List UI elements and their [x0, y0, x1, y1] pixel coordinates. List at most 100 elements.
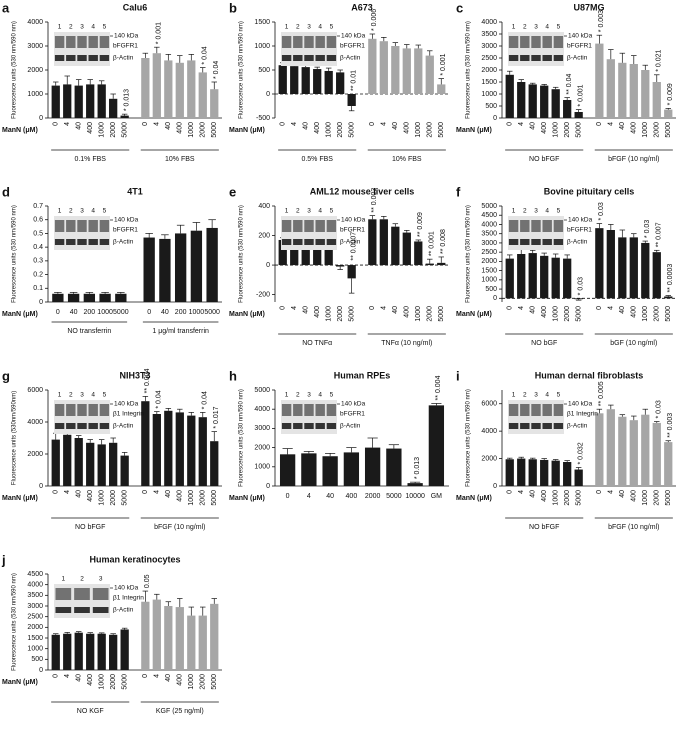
x-tick-label: 5000 [211, 122, 218, 138]
lane-number: 2 [523, 24, 527, 31]
panel-title: Human RPEs [334, 370, 391, 380]
blot-band [508, 239, 519, 245]
x-tick-label: 2000 [110, 674, 117, 690]
blot-band [88, 423, 98, 429]
lane-number: 2 [296, 392, 300, 399]
x-tick-label: 40 [619, 490, 626, 498]
p-value-label: ** 0.004 [144, 368, 151, 393]
group-label: KGF (25 ng/ml) [156, 708, 204, 715]
blot-band [99, 423, 110, 429]
group-label: NO TNFα [302, 340, 332, 347]
x-tick-label: 400 [314, 122, 321, 134]
blot-band [304, 404, 314, 416]
p-value-label: ** 0.04 [566, 73, 573, 94]
x-tick-label: 0 [142, 122, 149, 126]
x-tick-label: 40 [619, 122, 626, 130]
bar [206, 227, 218, 302]
blot-band [88, 404, 98, 416]
y-axis-label: Fluorescence units (530 nm/590 nm) [12, 573, 18, 671]
group-label: NO bFGF [529, 156, 559, 163]
blot-label: β1 Integrin [567, 411, 598, 418]
bar [336, 265, 345, 267]
bar [301, 241, 310, 266]
blot-band [553, 404, 564, 416]
x-axis-label: ManN (μM) [2, 495, 38, 502]
bar [143, 237, 155, 302]
y-tick-label: 0.4 [33, 244, 43, 251]
bar [414, 48, 423, 94]
blot-band [55, 607, 72, 613]
blot-band [304, 423, 314, 429]
panel-title: Human keratinocytes [89, 554, 180, 564]
blot-band [54, 36, 65, 48]
group-label: NO transferrin [67, 328, 111, 335]
lane-number: 1 [62, 576, 66, 583]
x-tick-label: 4 [608, 122, 615, 126]
bar [86, 633, 95, 670]
y-tick-label: 1000 [481, 277, 497, 284]
bar [517, 82, 526, 118]
x-tick-label: 0 [596, 122, 603, 126]
blot-band [293, 239, 303, 245]
bar [618, 416, 627, 486]
x-tick-label: 1000 [99, 674, 106, 690]
marker-label: 140 kDa [114, 33, 139, 40]
blot-label: bFGFR1 [113, 227, 138, 234]
p-value-label: ** 0.009 [417, 212, 424, 237]
lane-number: 5 [103, 24, 107, 31]
blot-band [531, 423, 541, 429]
y-tick-label: 3000 [481, 240, 497, 247]
blot-band [542, 404, 552, 416]
blot-band [553, 36, 564, 48]
bar [74, 438, 83, 486]
y-tick-label: 3000 [254, 425, 270, 432]
x-tick-label: 2000 [200, 122, 207, 138]
p-value-label: ** 0.003 [371, 188, 378, 213]
blot-band [542, 220, 552, 232]
y-tick-label: 1500 [481, 79, 497, 86]
p-value-label: ** 0.0003 [667, 264, 674, 293]
bar [551, 257, 560, 299]
lane-number: 4 [318, 208, 322, 215]
bar [347, 94, 356, 106]
blot-band [304, 55, 314, 61]
x-tick-label: 1000 [553, 490, 560, 506]
blot-band [88, 239, 98, 245]
p-value-label: * 0.03 [656, 400, 663, 418]
p-value-label: ** 0.005 [598, 381, 605, 406]
x-tick-label: 0 [280, 306, 287, 310]
x-tick-label: 40 [161, 309, 169, 316]
lane-number: 5 [330, 392, 334, 399]
blot-band [293, 404, 303, 416]
y-axis-label: Fluorescence units (530 nm/590 nm) [466, 21, 472, 119]
bar [618, 237, 627, 299]
blot-band [54, 220, 65, 232]
blot-band [54, 239, 65, 245]
blot-band [304, 220, 314, 232]
blot-band [99, 36, 110, 48]
panel-letter: f [456, 184, 461, 199]
x-tick-label: 0 [507, 122, 514, 126]
p-value-label: * 0.009 [667, 83, 674, 105]
bar [290, 66, 299, 94]
p-value-label: * 0.04 [202, 46, 209, 64]
blot-band [508, 404, 519, 416]
x-tick-label: 0 [53, 122, 60, 126]
x-tick-label: 0 [142, 490, 149, 494]
lane-number: 2 [296, 208, 300, 215]
bar [528, 84, 537, 118]
blot-band [281, 55, 292, 61]
blot-band [508, 55, 519, 61]
blot-band [99, 55, 110, 61]
y-axis-label: Fluorescence units (530nm/590nm) [12, 391, 18, 485]
panel-letter: i [456, 368, 460, 383]
blot-band [315, 404, 325, 416]
y-tick-label: 2500 [27, 614, 43, 621]
bar [347, 265, 356, 279]
lane-number: 5 [557, 24, 561, 31]
x-tick-label: 400 [177, 122, 184, 134]
blot-label: β-Actin [340, 239, 361, 246]
x-tick-label: 1000 [642, 122, 649, 138]
x-tick-label: 5000 [576, 306, 583, 322]
